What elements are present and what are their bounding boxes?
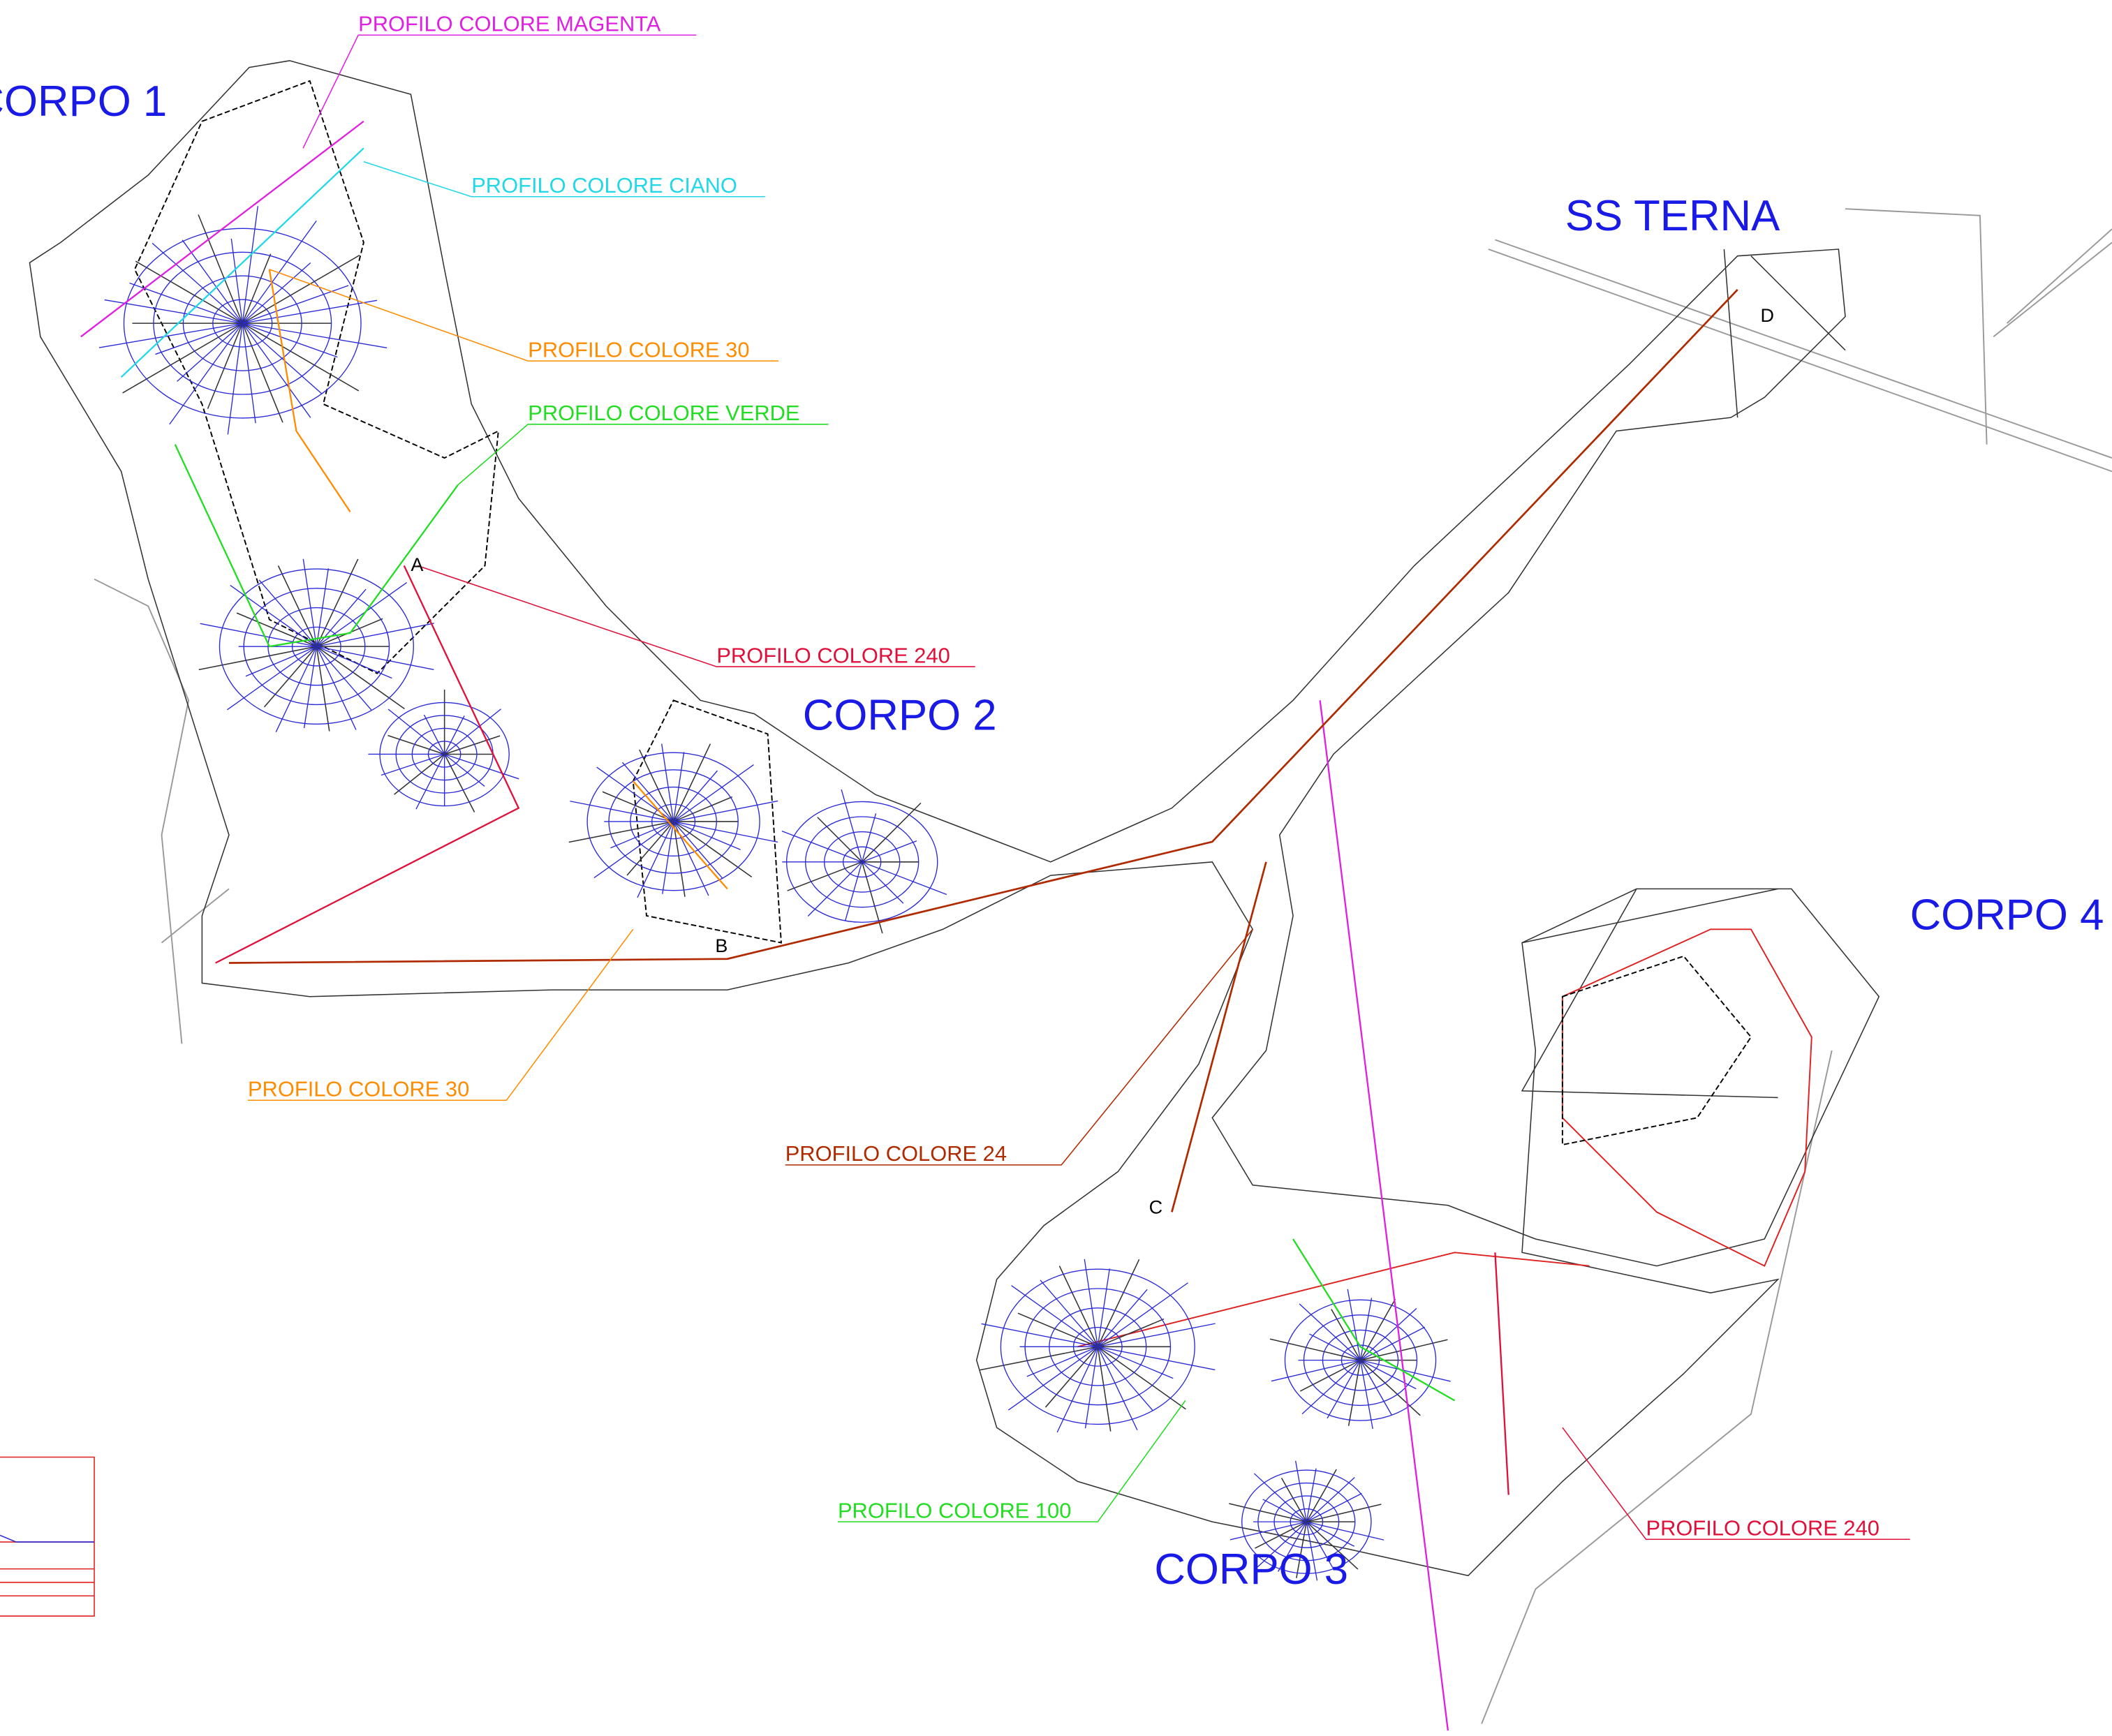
profile-line — [121, 148, 364, 377]
site-outline — [29, 61, 1879, 1575]
contour-line — [156, 323, 243, 354]
contour-line — [1361, 1360, 1421, 1416]
site-outline — [1522, 249, 1845, 1097]
contour-line — [982, 1323, 1098, 1346]
point-label: B — [715, 935, 728, 956]
roads — [94, 209, 2112, 1723]
profile-label: PROFILO COLORE 24 — [785, 1141, 1007, 1166]
profile-label: PROFILO COLORE 100 — [838, 1498, 1071, 1522]
contour-line — [862, 841, 917, 862]
contour-line — [130, 283, 243, 324]
contour-line — [862, 862, 947, 895]
area-label: CORPO 1 — [0, 77, 167, 126]
profile-label: PROFILO COLORE 240 — [716, 643, 950, 667]
profile-label: PROFILO COLORE VERDE — [528, 401, 799, 425]
area-label: CORPO 4 — [1910, 891, 2104, 939]
contour-line — [177, 323, 243, 381]
profile-line — [81, 121, 364, 337]
profile-label: PROFILO COLORE MAGENTA — [358, 11, 661, 36]
point-label: A — [411, 554, 423, 575]
road — [1482, 1051, 1832, 1724]
contour-line — [242, 285, 348, 323]
contour-line — [316, 646, 434, 669]
road — [1489, 209, 2112, 471]
outlines — [29, 61, 1879, 1575]
point-label: C — [1149, 1196, 1163, 1217]
contour-line — [1098, 1346, 1215, 1370]
area-label: SS TERNA — [1565, 192, 1780, 240]
contour-line — [1098, 1283, 1188, 1347]
boundary — [1077, 929, 1811, 1346]
area-label: CORPO 3 — [1154, 1545, 1348, 1594]
profile-label: PROFILO COLORE CIANO — [471, 173, 737, 198]
contour-line — [674, 765, 754, 822]
profile-line — [175, 445, 1455, 1401]
leaders — [248, 35, 1910, 1539]
contour-line — [594, 822, 674, 878]
drawing: CORPO 1 CORPO 2 CORPO 3 CORPO 4 SS TERNA… — [0, 0, 2112, 1736]
area-label: CORPO 2 — [803, 692, 997, 740]
profile-line — [269, 269, 728, 889]
point-label: D — [1760, 305, 1774, 326]
contour-line — [1008, 1346, 1098, 1410]
profile-label: PROFILO COLORE 30 — [528, 337, 749, 362]
contour-line — [227, 646, 316, 710]
legend-box — [0, 1457, 94, 1617]
contour-line — [152, 243, 242, 323]
boundary — [135, 81, 1751, 1145]
profile-label: PROFILO COLORE 240 — [1646, 1515, 1879, 1540]
road — [94, 579, 229, 1044]
profile-label: PROFILO COLORE 30 — [248, 1077, 469, 1101]
profile-lines — [81, 121, 1738, 1730]
contour-line — [394, 754, 445, 794]
